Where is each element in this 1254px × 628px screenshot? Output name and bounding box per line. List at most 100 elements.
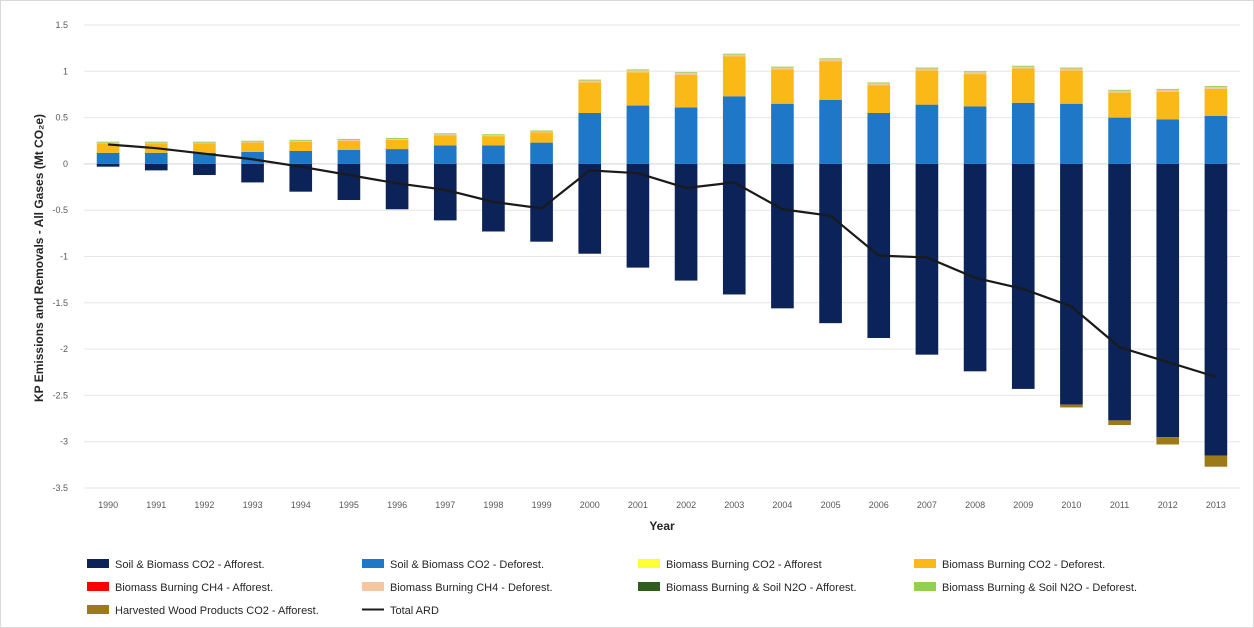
legend-label: Biomass Burning & Soil N2O - Deforest. (942, 582, 1137, 594)
y-tick-label: -2 (60, 344, 68, 354)
y-axis-title: KP Emissions and Removals - All Gases (M… (32, 114, 46, 402)
bar-segment (626, 163, 650, 268)
bar-segment (771, 66, 794, 68)
x-tick-label: 2013 (1206, 500, 1226, 510)
legend-item: Harvested Wood Products CO2 - Afforest. (87, 605, 319, 617)
bar-segment (144, 142, 168, 144)
y-tick-label: 1.5 (55, 20, 68, 30)
legend-label: Soil & Biomass CO2 - Deforest. (390, 559, 544, 571)
bar-segment (626, 105, 650, 164)
bar-segment (241, 140, 264, 142)
bar-segment (289, 141, 313, 151)
legend-item: Biomass Burning CH4 - Deforest. (362, 582, 553, 594)
bar-segment (1156, 119, 1180, 164)
legend-swatch (638, 559, 660, 568)
x-tick-label: 1995 (339, 500, 359, 510)
bar-segment (578, 80, 602, 83)
bar-segment (144, 141, 168, 143)
bar-segment (144, 163, 168, 171)
x-axis-title: Year (649, 519, 675, 533)
legend-label: Biomass Burning CH4 - Afforest. (115, 582, 273, 594)
bar-segment (1156, 163, 1180, 438)
bar-segment (1108, 420, 1131, 426)
bar-segment (337, 139, 361, 141)
bar-segment (193, 143, 216, 153)
bar-segment (1108, 89, 1131, 91)
bar-segment (193, 152, 216, 164)
legend-swatch (914, 582, 936, 591)
bar-segment (722, 96, 746, 164)
bar-segment (1156, 89, 1180, 92)
legend-label: Biomass Burning CO2 - Deforest. (942, 559, 1105, 571)
bar-segment (1060, 404, 1083, 408)
bar-segment (1060, 70, 1083, 104)
x-tick-label: 1999 (532, 500, 552, 510)
x-tick-label: 1990 (98, 500, 118, 510)
legend-item: Biomass Burning & Soil N2O - Afforest. (638, 582, 857, 594)
bar-segment (482, 145, 505, 164)
bar-segment (915, 68, 939, 71)
bar-segment (867, 163, 891, 338)
bar-segment (96, 163, 120, 167)
bar-segment (530, 132, 553, 143)
bar-segment (915, 70, 939, 105)
bar-segment (915, 163, 939, 355)
bar-segment (915, 67, 939, 69)
y-tick-label: -3.5 (52, 483, 68, 493)
bar-segment (1108, 117, 1131, 164)
legend-swatch (87, 559, 109, 568)
legend-swatch (87, 582, 109, 591)
total-ard-line (107, 143, 1217, 378)
bar-segment (337, 138, 361, 140)
x-tick-label: 2005 (821, 500, 841, 510)
bar-segment (578, 112, 602, 164)
x-tick-label: 2003 (724, 500, 744, 510)
bar-segment (385, 139, 409, 150)
bar-segment (433, 145, 457, 164)
bar-segment (1204, 88, 1228, 116)
legend-swatch (638, 582, 660, 591)
legend-item: Soil & Biomass CO2 - Afforest. (87, 559, 265, 571)
bar-segment (1060, 163, 1083, 405)
bar-segment (578, 79, 602, 81)
bar-segment (289, 163, 313, 192)
bar-segment (193, 141, 216, 143)
bar-segment (96, 152, 120, 164)
bar-segment (674, 75, 698, 108)
y-tick-label: -1 (60, 252, 68, 262)
y-tick-label: 0.5 (55, 113, 68, 123)
bar-segment (482, 136, 505, 146)
bar-segment (1011, 163, 1035, 389)
bar-segment (1156, 91, 1180, 120)
bar-segment (385, 163, 409, 210)
x-tick-label: 1998 (483, 500, 503, 510)
bar-segment (674, 163, 698, 281)
legend-label: Biomass Burning CH4 - Deforest. (390, 582, 553, 594)
bar-segment (722, 53, 746, 55)
bar-segment (963, 74, 987, 107)
x-tick-label: 1994 (291, 500, 311, 510)
bar-segment (530, 163, 553, 242)
bar-segment (193, 163, 216, 176)
bar-segment (96, 143, 120, 153)
bar-segment (626, 70, 650, 73)
bar-segment (96, 141, 120, 143)
bar-segment (1060, 67, 1083, 69)
bar-segment (289, 140, 313, 142)
legend-label: Biomass Burning CO2 - Afforest (666, 559, 822, 571)
bar-segment (771, 69, 794, 104)
bar-segment (289, 150, 313, 164)
bar-segment (385, 138, 409, 140)
bar-segment (819, 59, 842, 62)
legend: Soil & Biomass CO2 - Afforest. Soil & Bio… (87, 559, 1137, 617)
bar-segment (530, 130, 553, 132)
bar-segment (482, 135, 505, 137)
legend-item: Soil & Biomass CO2 - Deforest. (362, 559, 544, 571)
bar-segment (626, 72, 650, 106)
legend-label: Harvested Wood Products CO2 - Afforest. (115, 605, 319, 617)
x-tick-label: 1992 (194, 500, 214, 510)
bar-segment (193, 142, 216, 144)
bar-segment (963, 71, 987, 73)
bar-segment (530, 131, 553, 133)
